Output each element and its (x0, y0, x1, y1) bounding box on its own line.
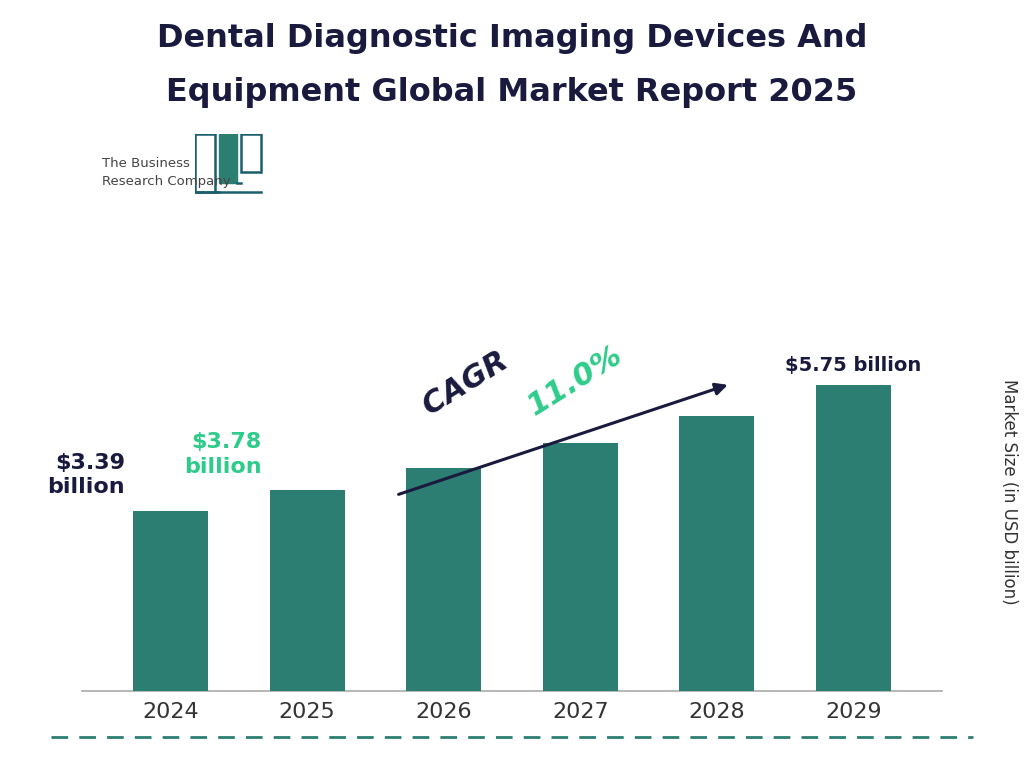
Text: $3.39
billion: $3.39 billion (47, 452, 125, 498)
Bar (407, 468, 481, 691)
Text: CAGR: CAGR (418, 341, 522, 421)
Text: Market Size (in USD billion): Market Size (in USD billion) (999, 379, 1018, 604)
Text: $5.75 billion: $5.75 billion (785, 356, 922, 376)
Bar (241, 134, 261, 172)
Bar (195, 134, 215, 192)
Bar (816, 385, 891, 691)
Text: The Business
Research Company: The Business Research Company (102, 157, 231, 188)
Bar (269, 490, 345, 691)
Bar (679, 416, 755, 691)
Bar (219, 134, 237, 184)
Bar (133, 511, 208, 691)
Text: $3.78
billion: $3.78 billion (184, 432, 261, 477)
Bar (543, 443, 617, 691)
Text: 11.0%: 11.0% (522, 340, 628, 421)
Text: Equipment Global Market Report 2025: Equipment Global Market Report 2025 (166, 77, 858, 108)
Text: Dental Diagnostic Imaging Devices And: Dental Diagnostic Imaging Devices And (157, 23, 867, 54)
